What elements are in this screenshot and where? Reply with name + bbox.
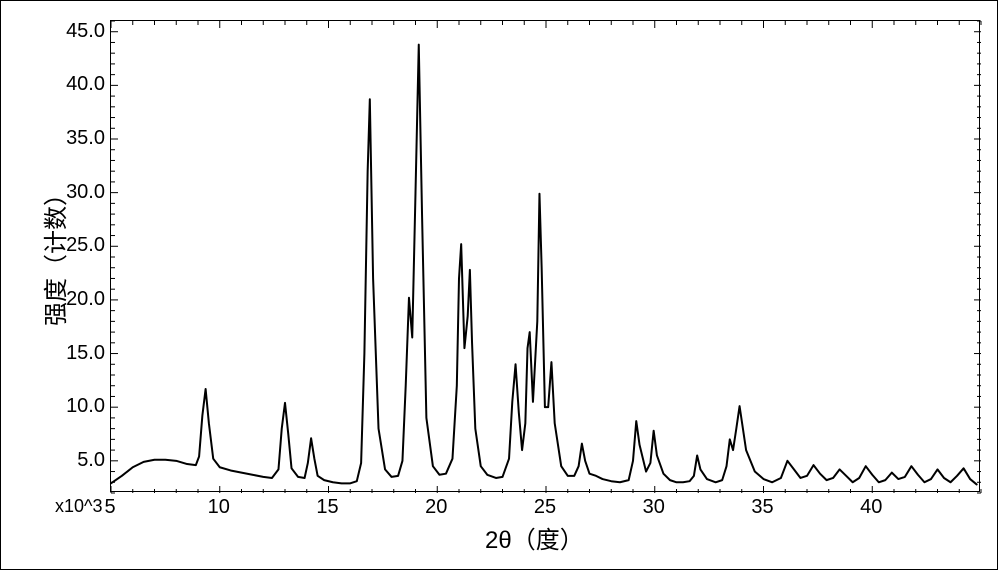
xrd-data-line xyxy=(111,45,977,485)
x-tick-label: 30 xyxy=(629,496,679,519)
tick-marks xyxy=(111,21,981,493)
x-tick-label: 35 xyxy=(738,496,788,519)
y-tick-label: 40.0 xyxy=(50,73,105,96)
xrd-line-chart xyxy=(111,21,981,493)
x-tick-label: 25 xyxy=(520,496,570,519)
x-tick-label: 15 xyxy=(303,496,353,519)
y-tick-label: 10.0 xyxy=(50,395,105,418)
y-tick-label: 15.0 xyxy=(50,342,105,365)
y-tick-label: 45.0 xyxy=(50,20,105,43)
x-tick-label: 5 xyxy=(85,496,135,519)
y-tick-label: 35.0 xyxy=(50,127,105,150)
y-tick-label: 30.0 xyxy=(50,181,105,204)
x-tick-label: 20 xyxy=(411,496,461,519)
x-tick-label: 10 xyxy=(194,496,244,519)
y-tick-label: 25.0 xyxy=(50,234,105,257)
y-tick-label: 20.0 xyxy=(50,288,105,311)
x-axis-label: 2θ（度） xyxy=(485,520,584,555)
xrd-figure: 强度（计数） 2θ（度） x10^3 5101520253035405.010.… xyxy=(0,0,1000,572)
x-tick-label: 40 xyxy=(846,496,896,519)
plot-area xyxy=(110,20,980,492)
y-tick-label: 5.0 xyxy=(50,449,105,472)
